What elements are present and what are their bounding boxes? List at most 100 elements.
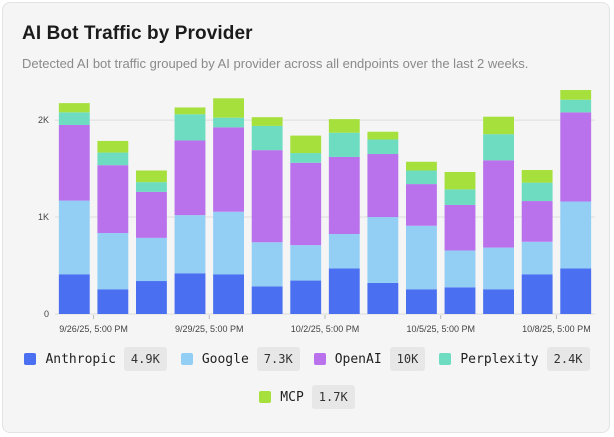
bar-segment-mcp-0[interactable]	[58, 103, 90, 113]
bar-segment-mcp-7[interactable]	[328, 119, 360, 133]
bar-segment-perplexity-2[interactable]	[136, 182, 167, 192]
legend-swatch-mcp	[259, 391, 272, 403]
legend-label: Anthropic	[45, 351, 116, 367]
bar-segment-mcp-6[interactable]	[290, 135, 322, 154]
bar-segment-openai-4[interactable]	[213, 127, 244, 212]
bar-segment-google-9[interactable]	[406, 225, 437, 290]
bar-segment-openai-10[interactable]	[444, 204, 476, 251]
y-tick-label: 2K	[38, 115, 49, 125]
legend-swatch-openai	[313, 353, 326, 365]
legend-swatch-anthropic	[24, 353, 37, 365]
bar-segment-mcp-11[interactable]	[483, 116, 514, 135]
bar-segment-anthropic-5[interactable]	[251, 286, 283, 314]
x-tick-label: 9/26/25, 5:00 PM	[59, 324, 128, 334]
bar-segment-anthropic-0[interactable]	[58, 274, 90, 314]
bar-segment-openai-13[interactable]	[560, 112, 592, 202]
x-tick-label: 10/5/25, 5:00 PM	[406, 324, 475, 334]
bar-segment-perplexity-5[interactable]	[251, 125, 283, 151]
bar-segment-google-6[interactable]	[290, 245, 322, 281]
bar-segment-anthropic-9[interactable]	[406, 289, 437, 314]
bar-segment-perplexity-11[interactable]	[483, 134, 514, 161]
bar-segment-mcp-13[interactable]	[560, 90, 592, 100]
bar-segment-mcp-2[interactable]	[136, 170, 167, 183]
bar-segment-google-7[interactable]	[328, 234, 360, 269]
bar-segment-mcp-5[interactable]	[251, 117, 283, 126]
bar-segment-openai-6[interactable]	[290, 162, 322, 246]
y-tick-label: 0	[44, 309, 49, 319]
bar-segment-openai-7[interactable]	[328, 156, 360, 235]
bar-segment-google-5[interactable]	[251, 242, 283, 287]
bar-segment-mcp-4[interactable]	[213, 98, 244, 118]
bar-segment-perplexity-0[interactable]	[58, 112, 90, 125]
bar-segment-mcp-10[interactable]	[444, 171, 476, 190]
bar-segment-anthropic-4[interactable]	[213, 274, 244, 314]
bar-segment-openai-0[interactable]	[58, 124, 90, 201]
bar-segment-openai-12[interactable]	[521, 201, 553, 242]
bar-segment-google-0[interactable]	[58, 200, 90, 275]
bar-segment-mcp-12[interactable]	[521, 170, 553, 183]
bar-segment-anthropic-8[interactable]	[367, 282, 399, 314]
bar-segment-perplexity-6[interactable]	[290, 153, 322, 163]
bar-segment-mcp-9[interactable]	[406, 161, 437, 171]
bar-segment-anthropic-2[interactable]	[136, 281, 167, 314]
bar-segment-anthropic-3[interactable]	[174, 273, 206, 314]
bar-segment-perplexity-4[interactable]	[213, 117, 244, 128]
bar-segment-openai-11[interactable]	[483, 160, 514, 248]
bar-segment-google-1[interactable]	[97, 233, 129, 290]
bar-segment-perplexity-1[interactable]	[97, 152, 129, 166]
bar-segment-google-10[interactable]	[444, 250, 476, 288]
bar-segment-perplexity-8[interactable]	[367, 139, 399, 155]
bar-segment-google-2[interactable]	[136, 237, 167, 282]
bar-segment-perplexity-3[interactable]	[174, 114, 206, 141]
legend-item-openai[interactable]: OpenAI 10K	[313, 347, 426, 371]
legend-swatch-google	[180, 353, 193, 365]
bar-segment-anthropic-12[interactable]	[521, 274, 553, 314]
x-tick-label: 9/29/25, 5:00 PM	[175, 324, 244, 334]
bar-segment-mcp-8[interactable]	[367, 131, 399, 140]
legend-value: 4.9K	[123, 347, 167, 371]
bar-segment-google-8[interactable]	[367, 217, 399, 283]
bar-segment-anthropic-1[interactable]	[97, 289, 129, 314]
bar-segment-perplexity-10[interactable]	[444, 189, 476, 205]
bar-segment-google-4[interactable]	[213, 211, 244, 275]
bar-chart: 0 1K 2K 9/26/25, 5:00 PM 9/29/25, 5:00 PM 10/…	[38, 90, 595, 334]
y-tick-label: 1K	[38, 212, 49, 222]
bar-segment-openai-8[interactable]	[367, 154, 399, 218]
bar-segment-google-12[interactable]	[521, 241, 553, 275]
bar-segment-anthropic-13[interactable]	[560, 268, 592, 314]
bar-segment-anthropic-11[interactable]	[483, 289, 514, 314]
bar-segment-google-11[interactable]	[483, 247, 514, 290]
bar-segment-perplexity-9[interactable]	[406, 170, 437, 185]
bar-segment-perplexity-12[interactable]	[521, 182, 553, 202]
legend-label: MCP	[280, 389, 304, 405]
bar-segment-google-13[interactable]	[560, 201, 592, 269]
bar-segment-anthropic-10[interactable]	[444, 287, 476, 314]
bar-segment-openai-9[interactable]	[406, 184, 437, 226]
chart-title: AI Bot Traffic by Provider	[22, 23, 253, 44]
legend-item-google[interactable]: Google 7.3K	[180, 347, 300, 371]
legend-value: 10K	[389, 347, 426, 371]
chart-card: AI Bot Traffic by Provider Detected AI b…	[2, 2, 610, 433]
legend: Anthropic 4.9K Google 7.3K OpenAI 10K Pe…	[3, 347, 611, 409]
legend-item-perplexity[interactable]: Perplexity 2.4K	[439, 347, 590, 371]
bar-segment-anthropic-7[interactable]	[328, 268, 360, 314]
bar-segment-openai-1[interactable]	[97, 165, 129, 234]
legend-label: Perplexity	[460, 351, 539, 367]
bar-segment-mcp-1[interactable]	[97, 140, 129, 153]
legend-item-anthropic[interactable]: Anthropic 4.9K	[24, 347, 167, 371]
bar-segment-mcp-3[interactable]	[174, 107, 206, 115]
bar-segment-perplexity-7[interactable]	[328, 132, 360, 157]
legend-value: 7.3K	[256, 347, 300, 371]
chart-subtitle: Detected AI bot traffic grouped by AI pr…	[22, 56, 529, 71]
legend-value: 2.4K	[546, 347, 590, 371]
bar-segment-perplexity-13[interactable]	[560, 99, 592, 113]
x-tick-label: 10/8/25, 5:00 PM	[522, 324, 591, 334]
bar-segment-openai-2[interactable]	[136, 191, 167, 238]
bar-segment-openai-5[interactable]	[251, 150, 283, 243]
bar-segment-google-3[interactable]	[174, 215, 206, 274]
bar-segment-anthropic-6[interactable]	[290, 280, 322, 314]
bar-segment-openai-3[interactable]	[174, 140, 206, 216]
legend-item-mcp[interactable]: MCP 1.7K	[259, 385, 355, 409]
legend-value: 1.7K	[311, 385, 355, 409]
legend-swatch-perplexity	[439, 353, 452, 365]
